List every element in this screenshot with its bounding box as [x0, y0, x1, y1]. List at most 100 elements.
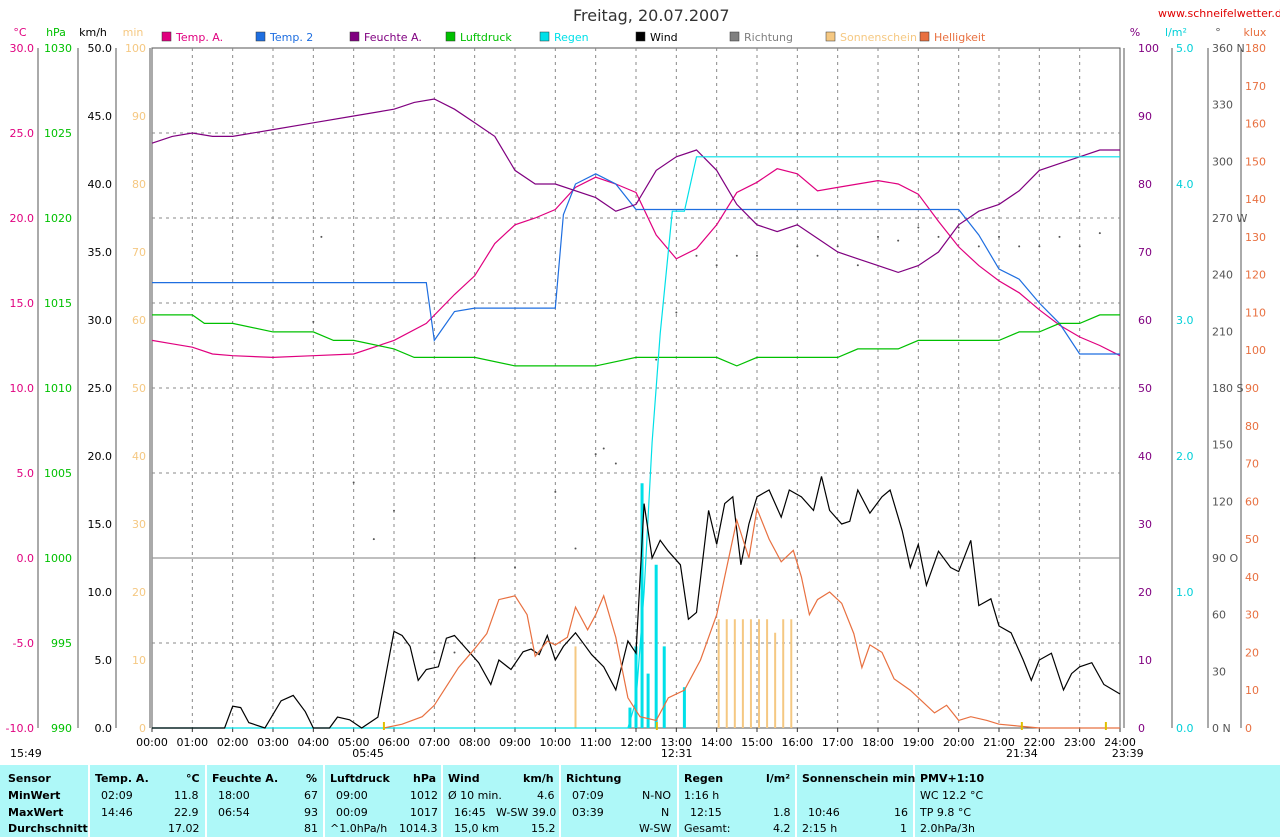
tick-label: 100	[1138, 42, 1159, 55]
hum-header: Feuchte A.	[212, 772, 279, 785]
temp-unit: °C	[186, 772, 200, 785]
tick-label: 995	[51, 637, 72, 650]
weather-chart: 30.025.020.015.010.05.00.0-5.0-10.010301…	[6, 26, 1267, 760]
series-line-luftdruck	[152, 314, 1120, 367]
site-link[interactable]: www.schneifelwetter.de	[1158, 7, 1280, 20]
temp-header: Temp. A.	[95, 772, 149, 785]
tick-label: 50.0	[88, 42, 113, 55]
press-min: 1012	[410, 789, 438, 802]
tick-label: 210	[1212, 325, 1233, 338]
unit-temp: °C	[13, 26, 27, 39]
direction-point	[372, 538, 375, 541]
direction-point	[655, 358, 658, 361]
tick-label: 1.0	[1176, 586, 1194, 599]
tick-label: 30	[1138, 518, 1152, 531]
sun-max: 16	[894, 806, 908, 819]
hum-unit: %	[306, 772, 318, 785]
press-max-time: 00:09	[336, 806, 368, 819]
direction-point	[1038, 245, 1041, 248]
tick-label: 0	[1245, 722, 1252, 735]
series-line-feuchte-a-	[151, 98, 1120, 274]
hum-max-time: 06:54	[218, 806, 250, 819]
x-tick-label: 07:00	[418, 736, 450, 749]
series-line-regen	[152, 156, 1120, 729]
rain-total: 4.2	[773, 822, 791, 835]
temp-max-time: 14:46	[101, 806, 133, 819]
x-tick-label: 23:00	[1064, 736, 1096, 749]
legend-swatch	[729, 31, 740, 42]
series-line-temp-a-	[151, 168, 1121, 359]
tick-label: 60	[132, 314, 146, 327]
tick-label: 20	[1138, 586, 1152, 599]
direction-point	[352, 481, 355, 484]
series-line-temp-	[152, 173, 1120, 355]
tick-label: 240	[1212, 269, 1233, 282]
direction-point	[735, 254, 738, 257]
tick-label: 3.0	[1176, 314, 1194, 327]
statistics-panel: Sensor MinWert MaxWert Durchschnitt Temp…	[0, 765, 1280, 837]
tick-label: 0.0	[95, 722, 113, 735]
dir-min-time: 07:09	[572, 789, 604, 802]
tick-label: 0 N	[1212, 722, 1231, 735]
tick-label: 35.0	[88, 246, 113, 259]
wind-distance: 15,0 km	[454, 822, 500, 835]
tick-label: 40	[1138, 450, 1152, 463]
tick-label: 120	[1245, 269, 1266, 282]
legend-label: Richtung	[744, 31, 793, 44]
hum-avg: 81	[304, 822, 318, 835]
direction-point	[473, 557, 476, 559]
direction-point	[998, 235, 1000, 238]
tick-label: 20	[1245, 646, 1259, 659]
tick-label: 15.0	[88, 518, 113, 531]
tick-label: 25.0	[10, 127, 35, 140]
tick-label: 60	[1212, 609, 1226, 622]
tick-label: 80	[1245, 420, 1259, 433]
tick-label: 20.0	[88, 450, 113, 463]
press-unit: hPa	[413, 772, 437, 785]
direction-point	[514, 566, 516, 569]
pmv-dewpoint: TP 9.8 °C	[920, 806, 972, 819]
tick-label: 10	[1245, 684, 1259, 697]
tick-label: 4.0	[1176, 178, 1194, 191]
tick-label: 70	[1245, 458, 1259, 471]
x-tick-label: 22:00	[1023, 736, 1055, 749]
rain-max-time: 12:15	[690, 806, 722, 819]
tick-label: 80	[132, 178, 146, 191]
press-max: 1017	[410, 806, 438, 819]
tick-label: 1000	[44, 552, 72, 565]
tick-label: 160	[1245, 118, 1266, 131]
x-tick-label: 16:00	[781, 736, 813, 749]
tick-label: -10.0	[6, 722, 34, 735]
x-tick-label: 03:00	[257, 736, 289, 749]
start-time: 15:49	[10, 747, 42, 760]
tick-label: 130	[1245, 231, 1266, 244]
direction-point	[715, 264, 718, 267]
sun-max-time: 10:46	[808, 806, 840, 819]
direction-point	[1058, 235, 1061, 238]
marker-label-moon: 23:39	[1112, 747, 1144, 760]
tick-label: 5.0	[1176, 42, 1194, 55]
unit-rain: l/m²	[1165, 26, 1187, 39]
x-tick-label: 06:00	[378, 736, 410, 749]
tick-label: 1030	[44, 42, 72, 55]
direction-point	[594, 453, 597, 456]
rain-max: 1.8	[773, 806, 791, 819]
direction-point	[602, 447, 605, 450]
tick-label: 270 W	[1212, 212, 1247, 225]
legend-swatch	[539, 31, 550, 42]
tick-label: 90 O	[1212, 552, 1238, 565]
x-tick-label: 02:00	[217, 736, 249, 749]
unit-pressure: hPa	[46, 26, 66, 39]
tick-label: 50	[1138, 382, 1152, 395]
tick-label: 10	[1138, 654, 1152, 667]
legend-swatch	[161, 31, 172, 42]
x-tick-label: 12:00	[620, 736, 652, 749]
tick-label: 20	[132, 586, 146, 599]
direction-point	[695, 254, 698, 257]
wind-avg: 15.2	[531, 822, 556, 835]
min-row-label: MinWert	[8, 789, 61, 802]
pmv-trend: 2.0hPa/3h	[920, 822, 976, 835]
tick-label: 15.0	[10, 297, 35, 310]
x-tick-label: 08:00	[459, 736, 491, 749]
dir-header: Richtung	[566, 772, 622, 785]
